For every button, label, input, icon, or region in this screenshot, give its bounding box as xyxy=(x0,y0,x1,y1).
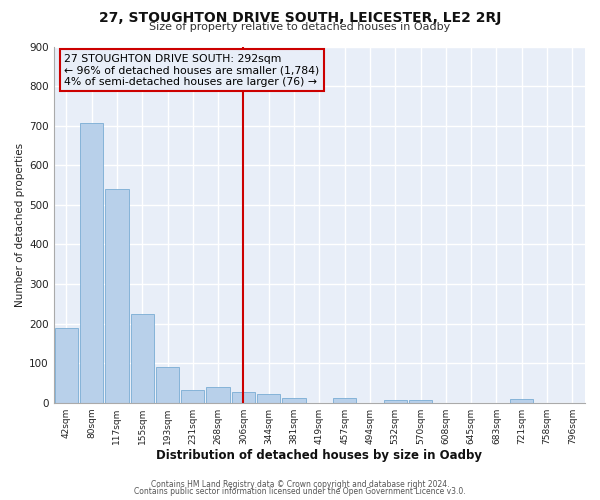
Bar xyxy=(181,390,205,402)
Bar xyxy=(156,367,179,402)
Text: Size of property relative to detached houses in Oadby: Size of property relative to detached ho… xyxy=(149,22,451,32)
Bar xyxy=(510,399,533,402)
Text: 27, STOUGHTON DRIVE SOUTH, LEICESTER, LE2 2RJ: 27, STOUGHTON DRIVE SOUTH, LEICESTER, LE… xyxy=(99,11,501,25)
Bar xyxy=(131,314,154,402)
Bar xyxy=(409,400,432,402)
Bar xyxy=(55,328,78,402)
Y-axis label: Number of detached properties: Number of detached properties xyxy=(15,142,25,306)
Bar xyxy=(80,123,103,402)
X-axis label: Distribution of detached houses by size in Oadby: Distribution of detached houses by size … xyxy=(157,450,482,462)
Bar xyxy=(232,392,255,402)
Text: Contains HM Land Registry data © Crown copyright and database right 2024.: Contains HM Land Registry data © Crown c… xyxy=(151,480,449,489)
Bar xyxy=(257,394,280,402)
Bar xyxy=(283,398,305,402)
Bar xyxy=(206,387,230,402)
Bar xyxy=(105,189,128,402)
Bar xyxy=(383,400,407,402)
Bar xyxy=(333,398,356,402)
Text: Contains public sector information licensed under the Open Government Licence v3: Contains public sector information licen… xyxy=(134,487,466,496)
Text: 27 STOUGHTON DRIVE SOUTH: 292sqm
← 96% of detached houses are smaller (1,784)
4%: 27 STOUGHTON DRIVE SOUTH: 292sqm ← 96% o… xyxy=(64,54,320,87)
